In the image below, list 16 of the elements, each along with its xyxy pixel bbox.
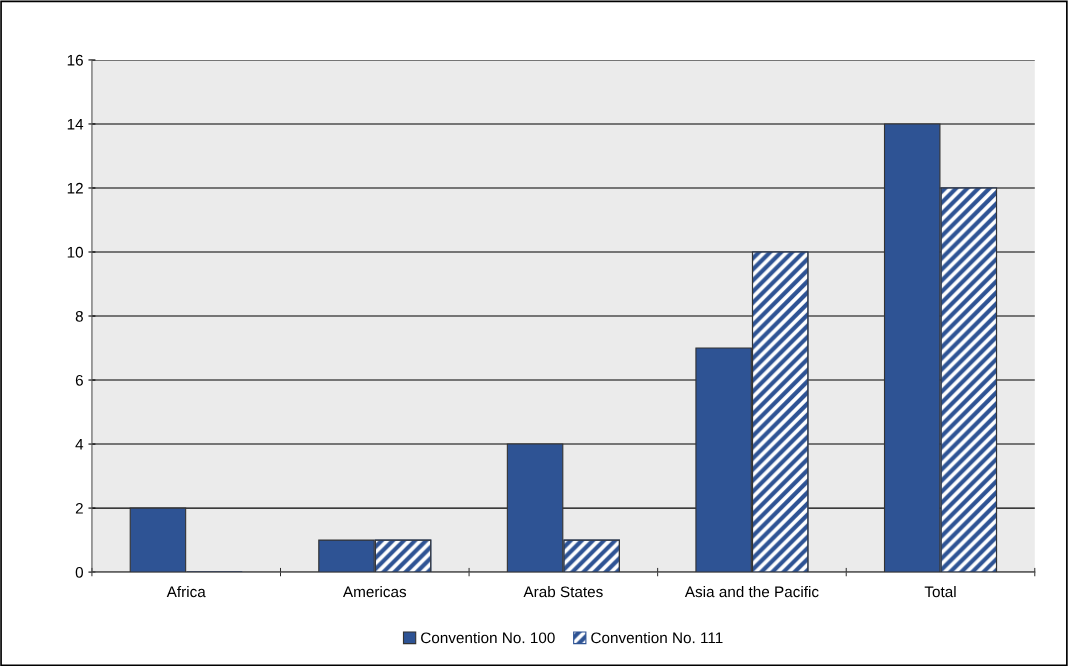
y-tick-label: 6	[75, 374, 83, 386]
x-tick-label: Asia and the Pacific	[684, 585, 819, 598]
legend-label: Convention No. 111	[591, 632, 723, 644]
x-tick-label: Americas	[342, 585, 407, 598]
y-tick-label: 8	[75, 310, 83, 322]
y-tick-label: 14	[67, 118, 84, 130]
x-tick-label: Arab States	[523, 585, 603, 598]
y-tick-label: 4	[75, 439, 84, 450]
x-tick-label: Africa	[166, 585, 206, 598]
y-tick-label: 0	[75, 566, 83, 578]
y-tick-label: 16	[67, 54, 83, 66]
legend-label: Convention No. 100	[421, 632, 555, 644]
y-tick-label: 10	[67, 246, 83, 258]
y-tick-label: 12	[67, 182, 83, 194]
y-tick-label: 2	[75, 502, 83, 514]
x-tick-label: Total	[924, 585, 956, 598]
